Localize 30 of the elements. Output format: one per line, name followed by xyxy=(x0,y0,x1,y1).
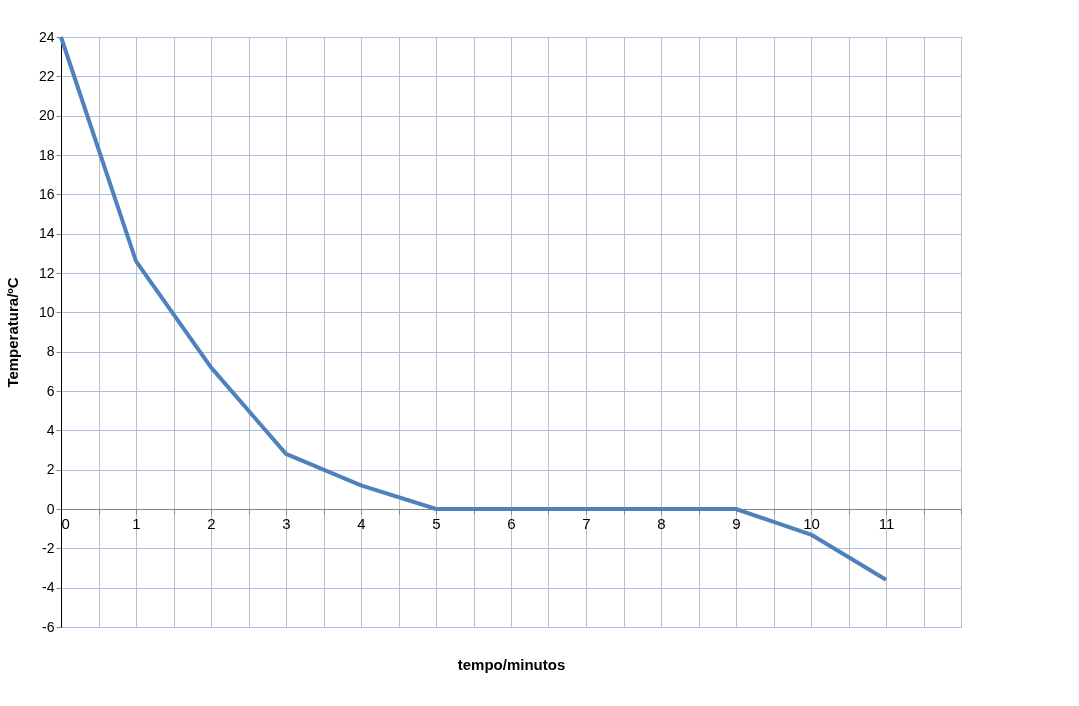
y-tick-label: 0 xyxy=(46,500,55,517)
x-tick-label: 8 xyxy=(657,514,666,532)
y-tick-label: 2 xyxy=(46,461,55,478)
y-tick-label: 14 xyxy=(38,225,55,242)
y-tick-label: 16 xyxy=(38,185,55,202)
y-tick-label: 6 xyxy=(46,382,55,399)
x-tick-label: 4 xyxy=(357,514,366,532)
x-tick-label: 5 xyxy=(432,514,441,532)
y-tick-label: -2 xyxy=(42,539,55,556)
x-tick-label: 11 xyxy=(878,514,895,532)
x-tick-label: 0 xyxy=(61,514,70,532)
y-tick-label: 10 xyxy=(38,303,55,320)
y-tick-label: 8 xyxy=(46,343,55,360)
y-tick-label: 20 xyxy=(38,107,55,124)
y-tick-label: 24 xyxy=(38,28,55,45)
y-tick-label: 12 xyxy=(38,264,55,281)
x-tick-label: 6 xyxy=(507,514,516,532)
x-tick-label: 7 xyxy=(582,514,591,532)
y-tick-label: -6 xyxy=(42,618,55,635)
y-tick-label: 22 xyxy=(38,67,55,84)
x-tick-label: 10 xyxy=(803,514,820,532)
y-tick-label: 18 xyxy=(38,146,55,163)
x-tick-label: 1 xyxy=(132,514,141,532)
x-tick-label: 9 xyxy=(732,514,741,532)
x-tick-label: 3 xyxy=(282,514,291,532)
y-tick-label: 4 xyxy=(46,421,55,438)
y-tick-label: -4 xyxy=(42,579,55,596)
x-axis-title: tempo/minutos xyxy=(457,655,566,673)
x-tick-label: 2 xyxy=(207,514,216,532)
y-axis-title: Temperatura/ºC xyxy=(3,277,21,388)
